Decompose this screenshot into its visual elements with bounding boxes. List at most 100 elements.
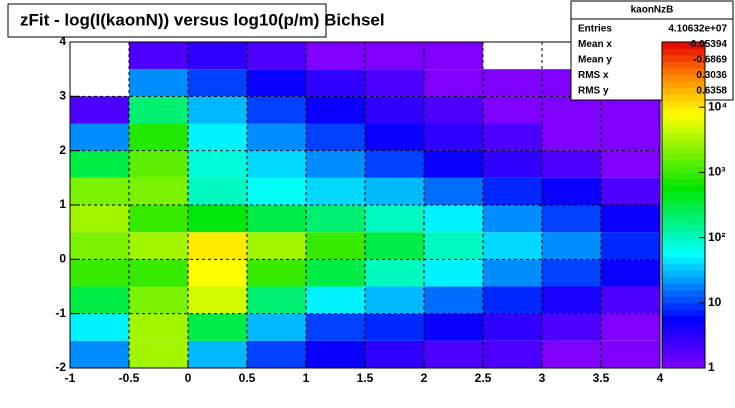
heat-cell bbox=[129, 123, 188, 151]
heat-cell bbox=[483, 232, 542, 260]
heat-cell bbox=[247, 340, 306, 368]
x-tick-label: 3.5 bbox=[593, 371, 610, 385]
heat-cell bbox=[424, 177, 483, 205]
heat-cell bbox=[129, 286, 188, 314]
heat-cell bbox=[129, 232, 188, 260]
stats-value: 4.10632e+07 bbox=[668, 24, 727, 35]
heat-cell bbox=[424, 205, 483, 233]
heat-cell bbox=[542, 340, 601, 368]
palette-band bbox=[662, 152, 705, 160]
palette-band bbox=[662, 250, 705, 258]
heat-cell bbox=[129, 259, 188, 287]
palette-band bbox=[662, 146, 705, 154]
stats-name: Mean x bbox=[578, 39, 612, 50]
heat-cell bbox=[365, 286, 424, 314]
y-tick-label: -1 bbox=[55, 306, 66, 320]
heat-cell bbox=[365, 340, 424, 368]
palette-band bbox=[662, 348, 705, 356]
heat-cell bbox=[542, 205, 601, 233]
palette-band bbox=[662, 120, 705, 128]
heat-cell bbox=[306, 150, 365, 178]
palette-band bbox=[662, 276, 705, 284]
heat-cell bbox=[188, 150, 247, 178]
heat-cell bbox=[365, 42, 424, 70]
y-tick-label: 0 bbox=[59, 252, 66, 266]
z-tick-label: 1 bbox=[708, 360, 715, 374]
x-tick-label: 0 bbox=[185, 371, 192, 385]
palette-band bbox=[662, 309, 705, 317]
stats-value: -0.6869 bbox=[693, 55, 727, 66]
heat-cell bbox=[188, 42, 247, 70]
palette-band bbox=[662, 107, 705, 115]
heat-cell bbox=[306, 96, 365, 124]
stats-title: kaonNzB bbox=[631, 5, 674, 16]
title-box bbox=[7, 3, 327, 38]
palette-band bbox=[662, 270, 705, 278]
heat-cell bbox=[188, 313, 247, 341]
palette-band bbox=[662, 218, 705, 226]
palette-band bbox=[662, 81, 705, 89]
z-tick-label: 10 bbox=[708, 295, 722, 309]
palette-band bbox=[662, 211, 705, 219]
heat-cell bbox=[129, 340, 188, 368]
palette-band bbox=[662, 61, 705, 69]
heat-cell bbox=[70, 96, 129, 124]
x-tick-label: 3 bbox=[539, 371, 546, 385]
heat-cell bbox=[542, 286, 601, 314]
heat-cell bbox=[424, 259, 483, 287]
heat-cell bbox=[70, 259, 129, 287]
heat-cell bbox=[129, 177, 188, 205]
y-tick-label: 2 bbox=[59, 143, 66, 157]
palette-band bbox=[662, 133, 705, 141]
stats-name: Entries bbox=[578, 24, 612, 35]
palette-band bbox=[662, 283, 705, 291]
palette-band bbox=[662, 237, 705, 245]
x-tick-label: 1.5 bbox=[357, 371, 374, 385]
palette-band bbox=[662, 335, 705, 343]
palette-band bbox=[662, 361, 705, 369]
heat-cell bbox=[188, 205, 247, 233]
heat-cell bbox=[365, 259, 424, 287]
heat-cell bbox=[483, 96, 542, 124]
heat-cell bbox=[70, 177, 129, 205]
heat-cell bbox=[601, 340, 660, 368]
heat-cell bbox=[306, 259, 365, 287]
palette-band bbox=[662, 198, 705, 206]
heat-cell bbox=[424, 150, 483, 178]
heat-cell bbox=[306, 313, 365, 341]
stats-name: RMS y bbox=[578, 86, 609, 97]
heat-cell bbox=[424, 96, 483, 124]
heat-cell bbox=[483, 313, 542, 341]
palette-band bbox=[662, 94, 705, 102]
heat-cell bbox=[483, 259, 542, 287]
palette-band bbox=[662, 257, 705, 265]
heat-cell bbox=[188, 123, 247, 151]
heat-cell bbox=[365, 313, 424, 341]
palette-band bbox=[662, 159, 705, 167]
heat-cell bbox=[424, 286, 483, 314]
palette-band bbox=[662, 289, 705, 297]
heat-cell bbox=[188, 340, 247, 368]
heat-cell bbox=[247, 313, 306, 341]
heat-cell bbox=[70, 232, 129, 260]
heat-cell bbox=[424, 42, 483, 70]
chart-title: zFit - log(I(kaonN)) versus log10(p/m) B… bbox=[20, 10, 385, 29]
heat-cell bbox=[542, 259, 601, 287]
heat-cell bbox=[601, 205, 660, 233]
heat-cell bbox=[424, 123, 483, 151]
heat-cell bbox=[483, 69, 542, 97]
heat-cell bbox=[306, 340, 365, 368]
heat-cell bbox=[601, 313, 660, 341]
heat-cell bbox=[483, 123, 542, 151]
heat-cell bbox=[365, 232, 424, 260]
y-tick-label: -2 bbox=[55, 360, 66, 374]
x-tick-label: 2 bbox=[421, 371, 428, 385]
heat-cell bbox=[365, 150, 424, 178]
heat-cell bbox=[483, 286, 542, 314]
heat-cell bbox=[542, 123, 601, 151]
palette-band bbox=[662, 231, 705, 239]
palette-band bbox=[662, 263, 705, 271]
heat-cell bbox=[129, 313, 188, 341]
heat-cell bbox=[188, 177, 247, 205]
x-tick-label: 1 bbox=[303, 371, 310, 385]
